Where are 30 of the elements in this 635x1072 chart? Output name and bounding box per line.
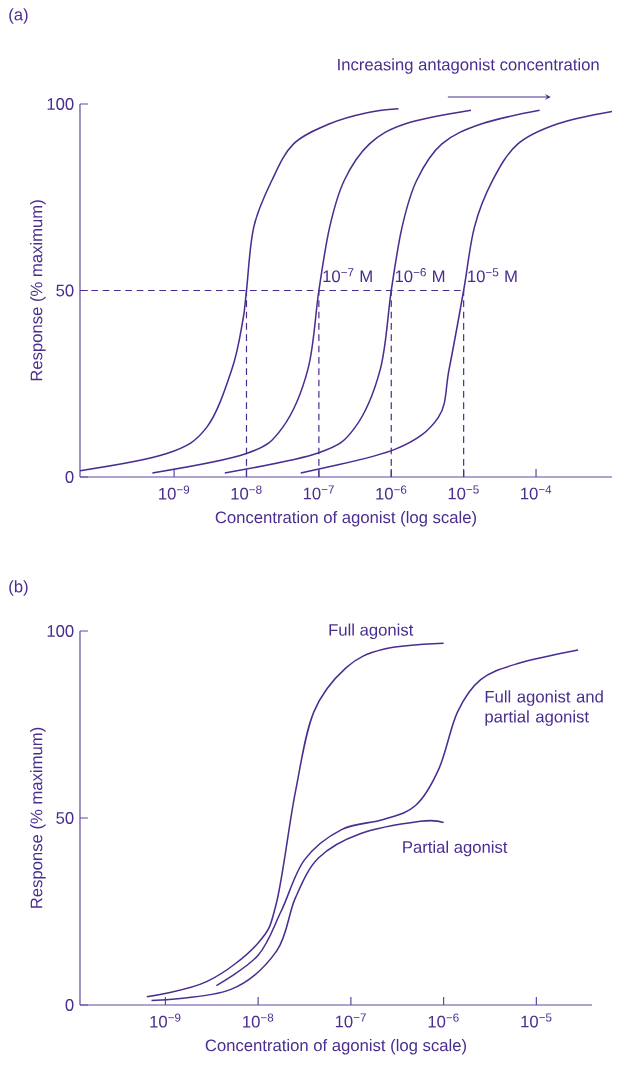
y-tick-label: 0 — [65, 999, 74, 1011]
y-axis-title: Response (% maximum) — [30, 200, 46, 381]
x-tick-label: 10$^{−9}$ — [159, 485, 190, 500]
series-label: 10$^{−7}$ M — [323, 268, 372, 283]
series-label: 10$^{−6}$ M — [395, 268, 445, 283]
x-tick-label: 10$^{−6}$ — [428, 1013, 459, 1028]
y-tick-label: 0 — [65, 471, 74, 483]
y-axis-title: Response (% maximum) — [30, 727, 46, 908]
series-label: 10$^{−5}$ M — [468, 268, 517, 283]
x-tick-label: 10$^{−7}$ — [335, 1013, 366, 1028]
y-tick-label: 50 — [56, 284, 74, 297]
series-label: Partial agonist — [403, 840, 508, 857]
x-tick-label: 10$^{−8}$ — [231, 485, 262, 500]
series-label: Full agonist — [329, 623, 414, 640]
y-tick-label: 50 — [56, 812, 74, 824]
x-tick-label: 10$^{−6}$ — [376, 485, 407, 500]
x-tick-label: 10$^{−4}$ — [521, 485, 552, 500]
text: Increasing antagonist concentration — [338, 58, 599, 74]
x-tick-label: 10$^{−7}$ — [303, 485, 334, 500]
x-axis-title: Concentration of agonist (log scale) — [205, 1038, 466, 1055]
text: (b) — [9, 580, 28, 596]
x-tick-label: 10$^{−8}$ — [243, 1013, 274, 1028]
x-tick-label: 10$^{−9}$ — [150, 1013, 181, 1028]
x-tick-label: 10$^{−5}$ — [521, 1013, 552, 1028]
text: (a) — [9, 8, 28, 24]
x-axis-title: Concentration of agonist (log scale) — [215, 510, 476, 527]
x-tick-label: 10$^{−5}$ — [448, 485, 479, 500]
series-label: Full agonist and partial agonist — [485, 690, 603, 726]
y-tick-label: 100 — [47, 625, 74, 637]
y-tick-label: 100 — [47, 98, 74, 110]
